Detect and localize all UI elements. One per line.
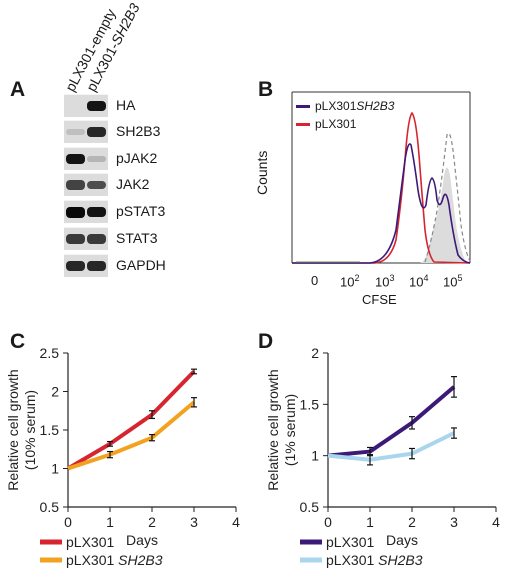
blot-row (64, 173, 108, 196)
histogram-reference-fill (292, 167, 470, 263)
y-axis-label: (10% serum) (22, 390, 38, 470)
growth-chart-10pct-serum: 0.5 1 1.5 2 2.5 0 1 2 3 4 Days Relative cell growth… (5, 345, 240, 568)
y-tick-label: 1.5 (40, 422, 60, 438)
blot-band (66, 260, 85, 272)
tick-base: 10 (443, 274, 458, 290)
y-tick-label: 0.5 (300, 499, 320, 515)
blot-label: pJAK2 (116, 150, 158, 166)
y-tick-label: 0.5 (40, 499, 60, 515)
blot-row (64, 254, 108, 277)
blot-label: GAPDH (116, 257, 166, 273)
legend-gene: SH2B3 (118, 552, 163, 568)
blot-band (66, 234, 85, 244)
histogram-reference-dashed (424, 132, 471, 263)
tick-exponent: 2 (354, 273, 360, 283)
histogram-ylabel: Counts (254, 150, 270, 195)
legend-label: pLX301 (315, 117, 357, 131)
legend-label: pLX301 SH2B3 (326, 552, 423, 568)
x-tick-label: 4 (232, 514, 240, 530)
blot-band (87, 260, 106, 272)
y-tick-label: 2 (51, 384, 59, 400)
tick-base: 10 (375, 274, 390, 290)
legend-label: pLX301 SH2B3 (66, 552, 163, 568)
legend-swatch (296, 122, 310, 126)
blot-label: SH2B3 (116, 123, 161, 139)
y-tick-label: 2.5 (40, 345, 60, 361)
tick-exponent: 4 (423, 273, 429, 283)
histogram-legend: pLX301 SH2B3 pLX301 (296, 97, 394, 133)
panel-letter-a: A (10, 78, 26, 101)
legend-item-plx301: pLX301 (296, 115, 394, 133)
blot-band (66, 180, 85, 190)
blot-band (87, 100, 106, 112)
blot-label: HA (116, 97, 136, 113)
x-tick-label: 1 (366, 514, 374, 530)
blot-row (64, 200, 108, 223)
x-axis-label: Days (126, 532, 158, 548)
x-tick-label: 0 (324, 514, 332, 530)
y-axis-label: Relative cell growth (265, 369, 281, 490)
y-axis-label: (1% serum) (282, 394, 298, 466)
histogram-xtick-label: 102 (340, 273, 359, 289)
series-line (66, 370, 196, 471)
legend-gene: SH2B3 (356, 99, 395, 113)
blot-band (87, 180, 106, 190)
x-tick-label: 3 (190, 514, 198, 530)
blot-row (64, 94, 108, 117)
histogram-series-plx301 (292, 111, 471, 264)
x-tick-label: 0 (64, 514, 72, 530)
tick-base: 10 (340, 274, 355, 290)
tick-base: 0 (311, 273, 319, 288)
histogram-xtick-label: 105 (443, 273, 462, 289)
legend-label: pLX301 (66, 534, 114, 550)
x-tick-label: 1 (106, 514, 114, 530)
histogram-xlabel: CFSE (362, 292, 397, 307)
blot-row (64, 120, 108, 143)
panel-letter-d: D (258, 330, 274, 353)
blot-band (66, 206, 85, 218)
histogram-xtick-label: 104 (409, 273, 428, 289)
blot-band (87, 206, 106, 218)
y-tick-label: 1 (51, 461, 59, 477)
series-line (67, 400, 196, 471)
tick-base: 10 (409, 274, 424, 290)
legend-label: pLX301 (326, 534, 374, 550)
legend-item-sh2b3: pLX301 SH2B3 (296, 97, 394, 115)
blot-band (66, 129, 85, 135)
x-tick-label: 2 (148, 514, 156, 530)
x-tick-label: 4 (492, 514, 500, 530)
tick-exponent: 3 (389, 273, 395, 283)
x-axis-label: Days (386, 532, 418, 548)
blot-band (87, 126, 106, 138)
legend-gene: SH2B3 (378, 552, 423, 568)
histogram-series-sh2b3 (292, 143, 471, 264)
blot-band (66, 153, 85, 165)
blot-label: STAT3 (116, 230, 158, 246)
legend-label: pLX301 (315, 99, 357, 113)
tick-exponent: 5 (457, 273, 463, 283)
blot-row (64, 227, 108, 250)
y-tick-label: 2 (311, 345, 319, 361)
panel-letter-b: B (258, 78, 274, 101)
x-tick-label: 2 (408, 514, 416, 530)
legend-swatch (296, 104, 310, 108)
histogram-xtick-label: 103 (375, 273, 394, 289)
panel-letter-c: C (10, 330, 26, 353)
blot-label: pSTAT3 (116, 203, 166, 219)
y-tick-label: 1.5 (300, 396, 320, 412)
y-tick-label: 1 (311, 448, 319, 464)
y-axis-label: Relative cell growth (5, 369, 21, 490)
blot-band (87, 234, 106, 244)
blot-row (64, 147, 108, 170)
histogram-xtick-label: 0 (311, 273, 318, 288)
blot-label: JAK2 (116, 176, 150, 192)
growth-chart-1pct-serum: 0.5 1 1.5 2 0 1 2 3 4 Days Relative cell growth (1%… (265, 345, 500, 568)
blot-band (87, 156, 106, 162)
series-line (327, 431, 455, 462)
series-line (327, 385, 456, 458)
x-tick-label: 3 (450, 514, 458, 530)
